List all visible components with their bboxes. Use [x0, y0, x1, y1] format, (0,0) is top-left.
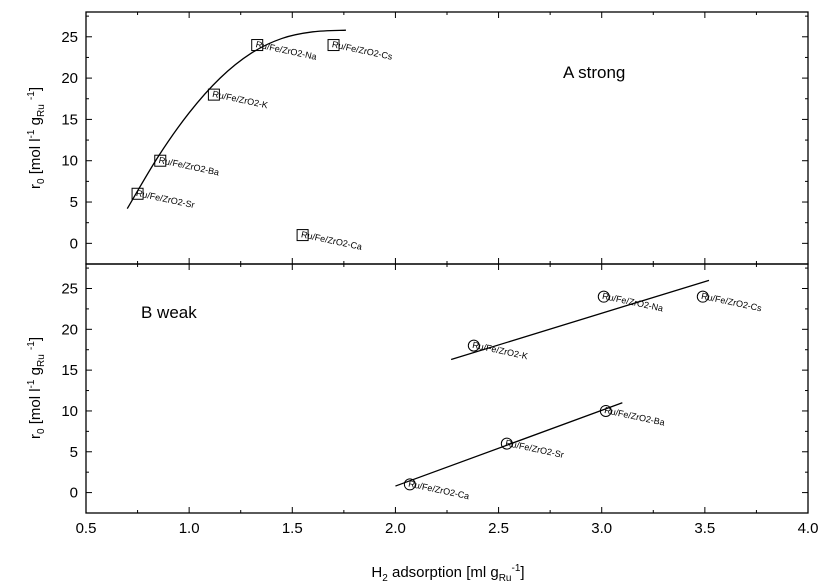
y-tick-label: 0: [70, 235, 78, 252]
data-point-circle: [467, 339, 480, 352]
point-label: Ru/Fe/ZrO2-Na: [255, 39, 318, 62]
point-label: Ru/Fe/ZrO2-K: [211, 89, 268, 111]
panel-b-label: B weak: [141, 303, 197, 322]
point-label: Ru/Fe/ZrO2-Ba: [603, 405, 665, 428]
x-axis-ticks: 0.5 1.0 1.5 2.0 2.5 3.0 3.5 4.0: [76, 12, 819, 537]
y-tick-label: 5: [70, 444, 78, 461]
x-axis-title: H2 adsorption [ml gRu-1]: [371, 563, 524, 584]
panel-a-points: Ru/Fe/ZrO2-Sr Ru/Fe/ZrO2-Ba Ru/Fe/ZrO2-K Ru…: [131, 39, 394, 252]
panel-a-y-ticks: 0 5 10 15 20 25: [61, 15, 808, 252]
data-point-square: [207, 88, 220, 101]
panel-a-label: A strong: [563, 63, 625, 82]
data-point-circle: [696, 290, 709, 303]
data-point-square: [251, 39, 264, 52]
y-tick-label: 15: [61, 111, 78, 128]
x-tick-label: 1.5: [282, 520, 303, 537]
point-label: Ru/Fe/ZrO2-Ba: [158, 155, 220, 178]
data-point-square: [131, 187, 144, 200]
point-label: Ru/Fe/ZrO2-Ca: [300, 229, 363, 252]
x-tick-label: 3.0: [591, 520, 612, 537]
panel-a-fits: [126, 29, 346, 209]
point-label: Ru/Fe/ZrO2-Sr: [504, 438, 564, 460]
data-point-square: [154, 154, 167, 167]
fit-line: [450, 279, 710, 361]
y-tick-label: 25: [61, 29, 78, 46]
panel-b-y-ticks: 0 5 10 15 20 25: [61, 267, 808, 502]
data-point-circle: [597, 290, 610, 303]
panel-b-y-axis-title: r0 [mol l-1 gRu -1]: [26, 337, 47, 439]
fit-line: [395, 402, 623, 487]
data-point-square: [327, 39, 340, 52]
x-tick-label: 3.5: [694, 520, 715, 537]
y-tick-label: 20: [61, 70, 78, 87]
data-point-circle: [500, 437, 513, 450]
x-tick-label: 2.5: [488, 520, 509, 537]
panel-a: A strong r0 [mol l-1 gRu -1] 0510152025 …: [26, 11, 809, 265]
data-point-square: [296, 229, 309, 242]
y-tick-label: 10: [61, 403, 78, 420]
point-label: Ru/Fe/ZrO2-Cs: [700, 291, 763, 314]
y-tick-label: 20: [61, 321, 78, 338]
y-tick-label: 15: [61, 362, 78, 379]
panel-a-y-axis-title: r0 [mol l-1 gRu -1]: [26, 87, 47, 189]
y-tick-label: 5: [70, 194, 78, 211]
y-tick-label: 10: [61, 153, 78, 170]
point-label: Ru/Fe/ZrO2-Ca: [407, 479, 470, 502]
x-tick-label: 1.0: [179, 520, 200, 537]
y-tick-label: 25: [61, 280, 78, 297]
point-label: Ru/Fe/ZrO2-Cs: [331, 39, 394, 62]
fit-curve: [126, 29, 346, 209]
panel-b: B weak r0 [mol l-1 gRu -1] 0 5 10 15 20 25 Ru…: [26, 263, 809, 514]
point-label: Ru/Fe/ZrO2-K: [471, 340, 528, 362]
panel-a-frame: [85, 11, 809, 265]
x-tick-label: 4.0: [798, 520, 819, 537]
panel-b-points: Ru/Fe/ZrO2-KRu/Fe/ZrO2-Na Ru/Fe/ZrO2-CsRu…: [403, 290, 763, 502]
point-label: Ru/Fe/ZrO2-Sr: [135, 188, 195, 210]
x-tick-label: 0.5: [76, 520, 97, 537]
data-point-circle: [599, 404, 612, 417]
panel-b-fits: [395, 279, 710, 487]
x-tick-label: 2.0: [385, 520, 406, 537]
y-tick-label: 0: [70, 485, 78, 502]
data-point-circle: [403, 478, 416, 491]
